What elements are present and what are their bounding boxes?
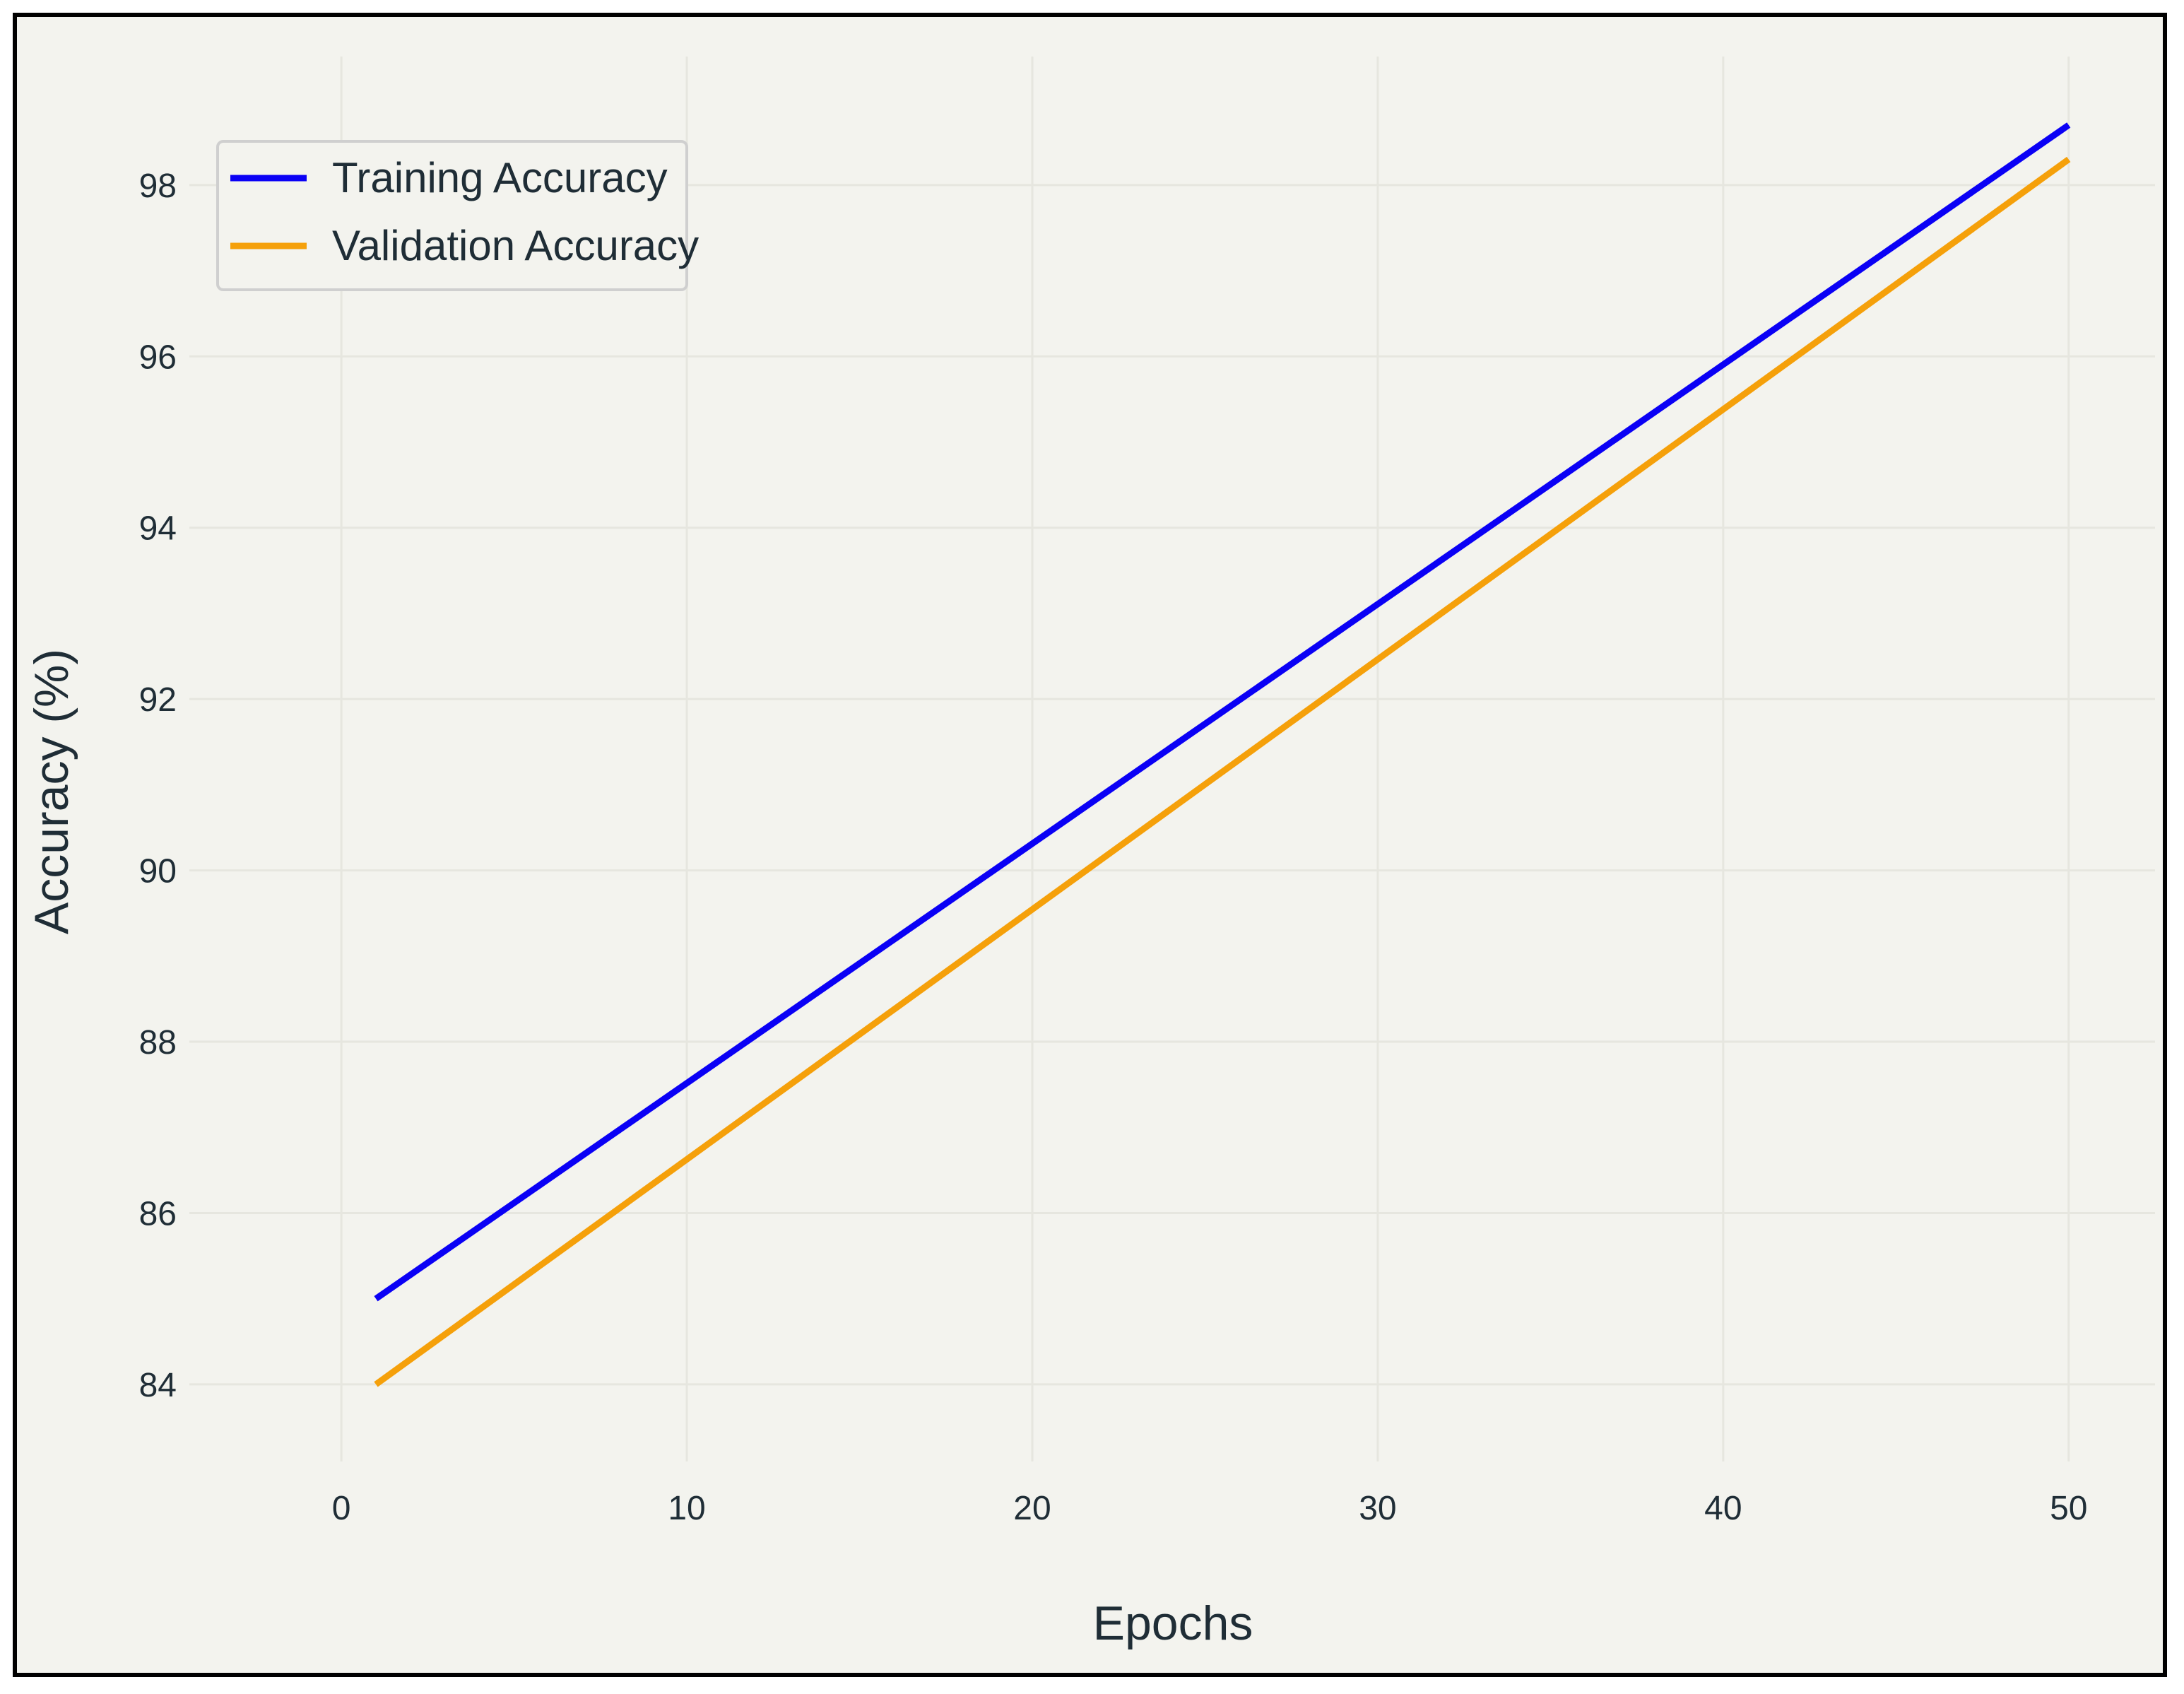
legend-box [216,140,688,291]
x-tick-label: 10 [668,1490,705,1527]
y-tick-label: 96 [139,339,177,376]
x-tick-label: 50 [2050,1490,2087,1527]
y-tick-label: 88 [139,1024,177,1061]
y-tick-label: 92 [139,681,177,719]
x-tick-label: 40 [1704,1490,1742,1527]
y-tick-label: 98 [139,167,177,205]
y-tick-label: 90 [139,853,177,890]
y-tick-label: 86 [139,1195,177,1233]
x-tick-label: 0 [332,1490,351,1527]
y-tick-label: 94 [139,510,177,548]
legend-label-training-accuracy: Training Accuracy [332,154,668,201]
y-axis-ticks: 84 86 88 90 92 94 96 98 [139,167,177,1404]
series-line-validation-accuracy [374,156,2071,1387]
series-line-training-accuracy [374,122,2071,1302]
x-axis-ticks: 0 10 20 30 40 50 [332,1490,2088,1527]
series-lines [374,122,2071,1387]
y-tick-label: 84 [139,1367,177,1404]
y-axis-title: Accuracy (%) [25,649,78,934]
legend-label-validation-accuracy: Validation Accuracy [332,222,699,269]
x-tick-label: 30 [1359,1490,1396,1527]
x-axis-title: Epochs [1093,1596,1253,1650]
x-tick-label: 20 [1013,1490,1051,1527]
legend: Training Accuracy Validation Accuracy [216,140,699,291]
